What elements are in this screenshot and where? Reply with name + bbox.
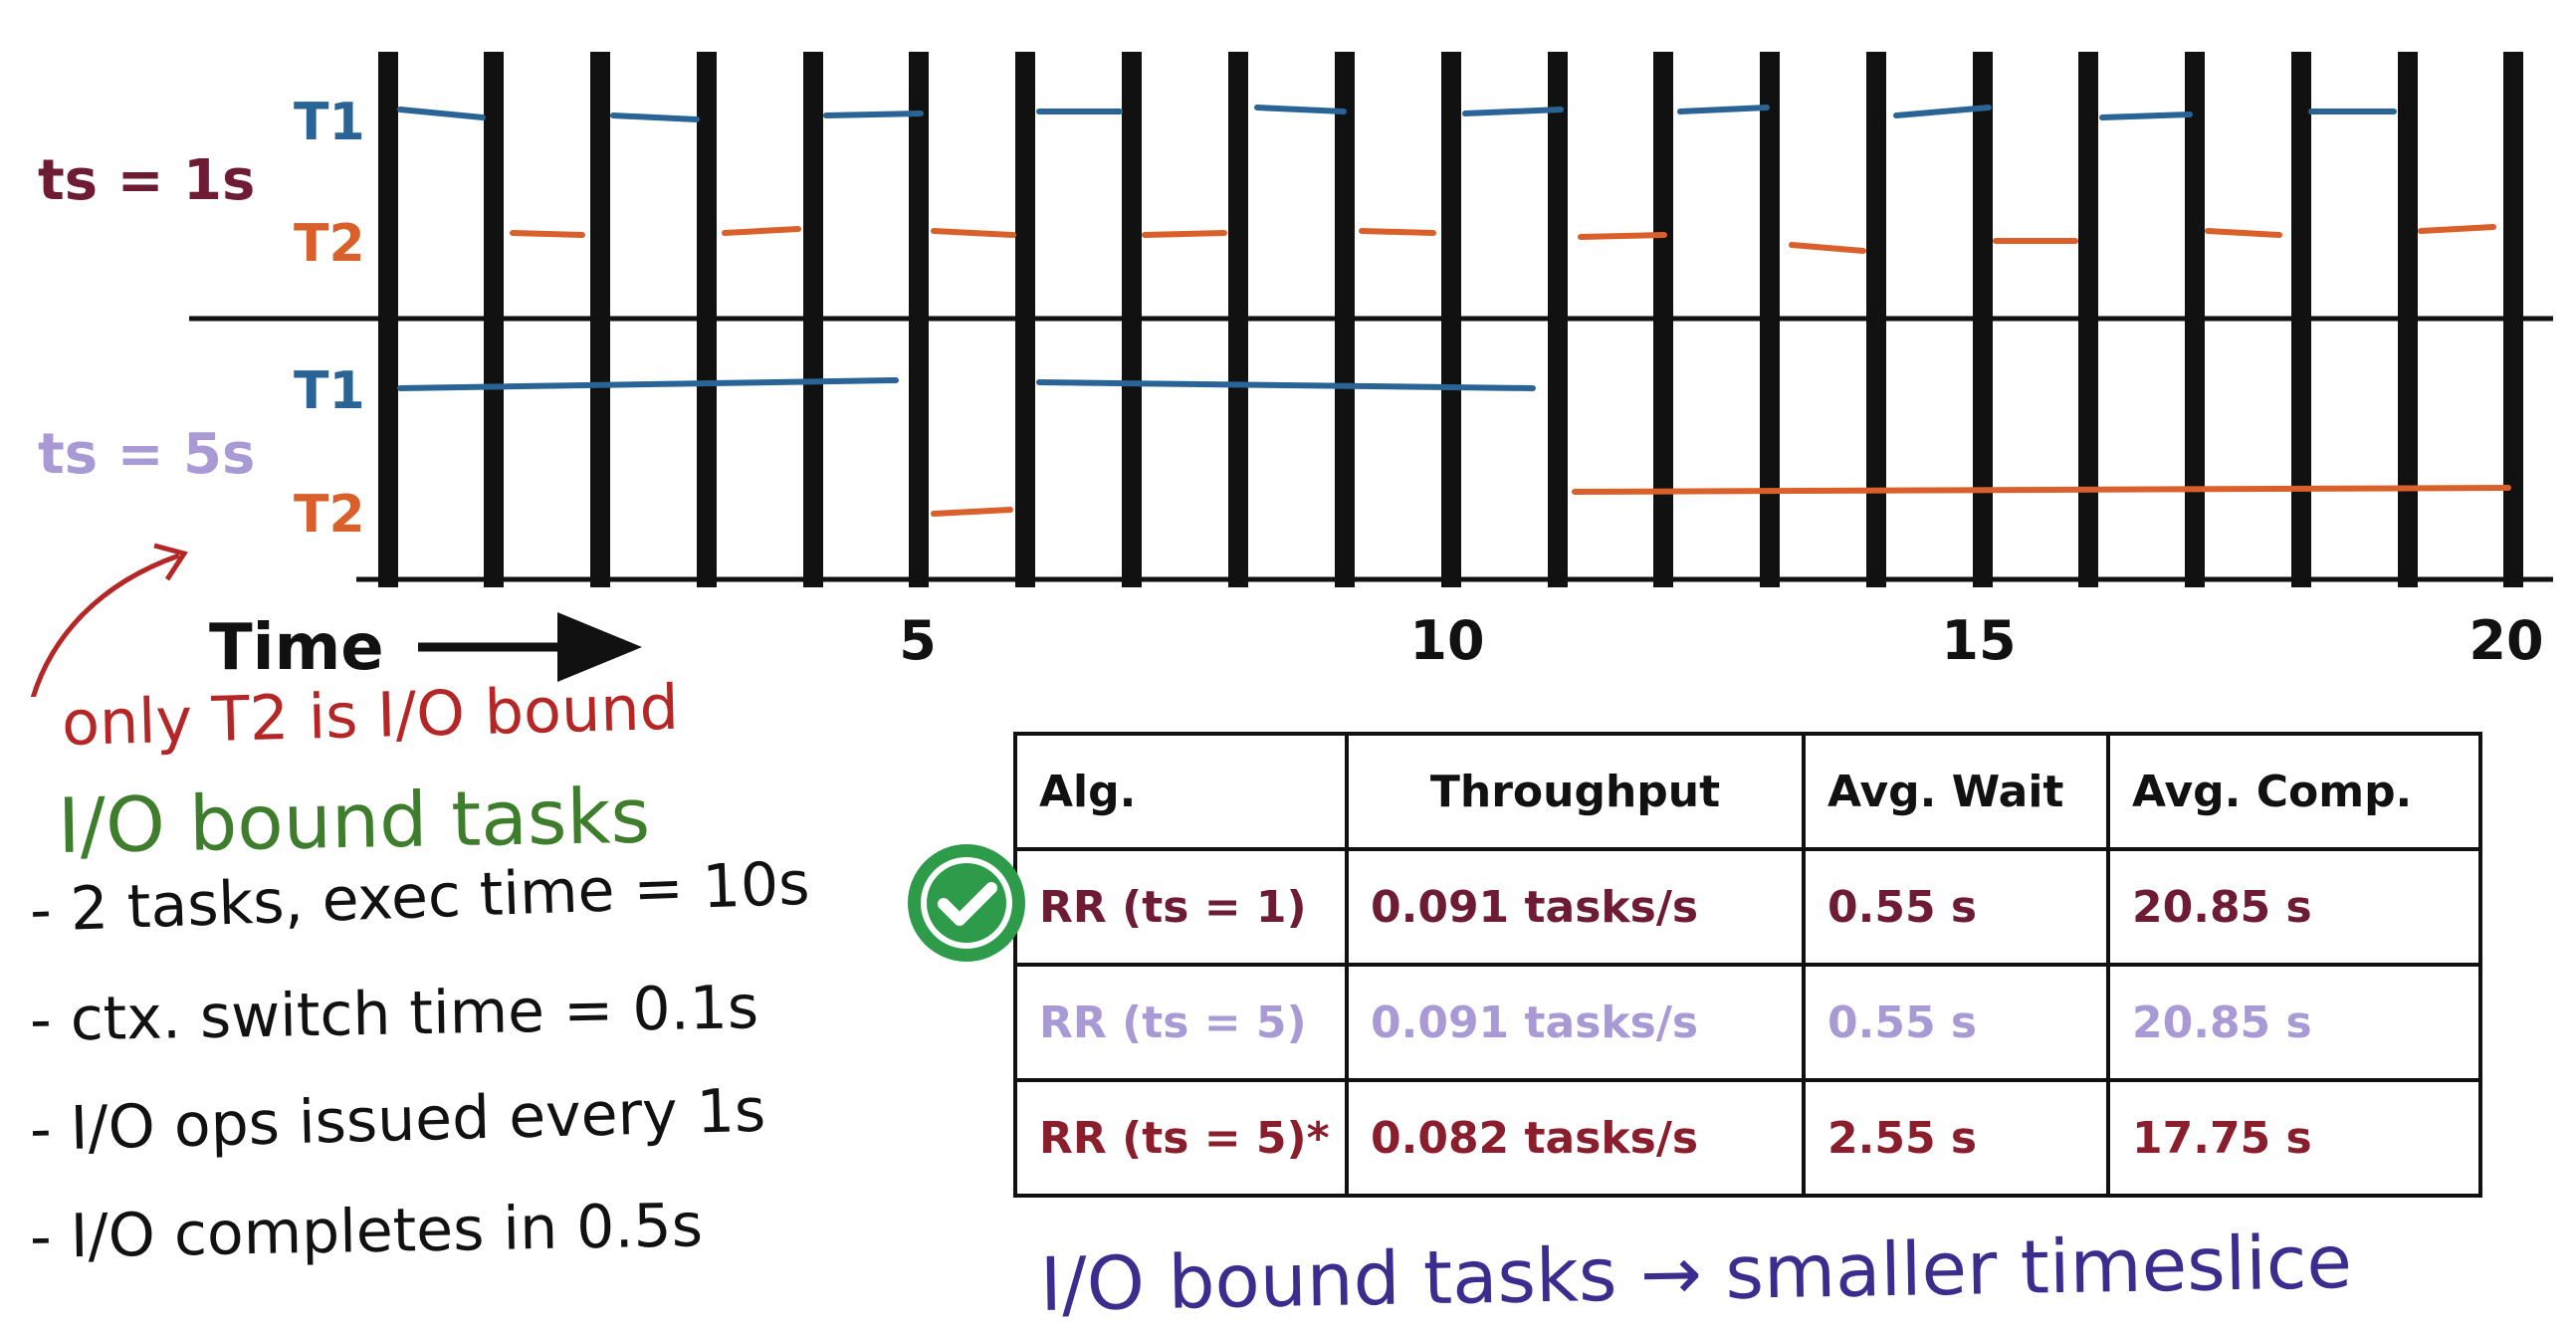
header-avg-comp: Avg. Comp. xyxy=(2106,732,2482,851)
t1-top-label: T1 xyxy=(294,93,365,152)
t2-segment xyxy=(1789,242,1866,254)
cell-alg: RR (ts = 5)* xyxy=(1013,1078,1349,1198)
t2-segment xyxy=(1359,228,1436,236)
cell-alg: RR (ts = 5) xyxy=(1013,963,1349,1082)
cell-throughput: 0.091 tasks/s xyxy=(1345,963,1806,1082)
timeline-diagram: ts = 1s ts = 5s T1 T2 T1 T2 Time 5 10 15… xyxy=(30,52,2553,697)
tick-label-20: 20 xyxy=(2469,609,2543,672)
t2-top-label: T2 xyxy=(294,214,365,274)
conclusion-note: I/O bound tasks → smaller timeslice xyxy=(1039,1219,2353,1328)
tick-label-15: 15 xyxy=(1941,609,2016,672)
t2-segment xyxy=(722,226,801,236)
ts5-label: ts = 5s xyxy=(38,422,255,487)
table-row: RR (ts = 5) 0.091 tasks/s 0.55 s 20.85 s xyxy=(1013,963,2482,1082)
cell-avg-comp: 20.85 s xyxy=(2106,847,2482,967)
t1-segment xyxy=(397,377,899,391)
t1-segment xyxy=(1893,105,1992,118)
cell-throughput: 0.091 tasks/s xyxy=(1345,847,1806,967)
t2-segment xyxy=(1578,232,1667,240)
checkmark-icon xyxy=(908,844,1025,962)
io-bound-heading: I/O bound tasks xyxy=(57,771,651,870)
t2-segment xyxy=(931,507,1013,517)
t2-segment xyxy=(931,228,1016,238)
t1-segment xyxy=(1462,107,1564,116)
t1-segment xyxy=(2099,111,2193,120)
t1-bottom-label: T1 xyxy=(294,361,365,421)
tick-label-5: 5 xyxy=(899,609,937,672)
t1-segment xyxy=(1677,105,1770,114)
t2-segment xyxy=(510,230,585,238)
results-table: Alg. Throughput Avg. Wait Avg. Comp. RR … xyxy=(1013,732,2482,1198)
header-throughput: Throughput xyxy=(1345,732,1806,851)
ts1-label: ts = 1s xyxy=(38,148,255,213)
only-t2-note: only T2 is I/O bound xyxy=(61,670,680,760)
t1-segment xyxy=(1254,105,1347,114)
table-row: RR (ts = 1) 0.091 tasks/s 0.55 s 20.85 s xyxy=(1013,847,2482,967)
t2-segment xyxy=(1572,485,2511,495)
cell-throughput: 0.082 tasks/s xyxy=(1345,1078,1806,1198)
t2-segment xyxy=(2205,228,2282,238)
bullet-io-issued: - I/O ops issued every 1s xyxy=(29,1075,767,1165)
tick-label-10: 10 xyxy=(1409,609,1484,672)
cell-avg-comp: 17.75 s xyxy=(2106,1078,2482,1198)
t1-segment xyxy=(1036,379,1536,391)
t2-segment xyxy=(2418,224,2496,234)
t1-segment xyxy=(397,107,486,120)
right-arrow-icon xyxy=(418,612,642,682)
t1-segment xyxy=(823,111,924,118)
cell-avg-wait: 2.55 s xyxy=(1802,1078,2110,1198)
cell-avg-wait: 0.55 s xyxy=(1802,847,2110,967)
time-axis-label: Time xyxy=(209,611,384,685)
t2-bottom-label: T2 xyxy=(294,485,365,545)
curved-arrow-icon xyxy=(30,543,188,697)
cell-avg-wait: 0.55 s xyxy=(1802,963,2110,1082)
cell-avg-comp: 20.85 s xyxy=(2106,963,2482,1082)
header-alg: Alg. xyxy=(1013,732,1349,851)
table-row: RR (ts = 5)* 0.082 tasks/s 2.55 s 17.75 … xyxy=(1013,1078,2482,1198)
t1-segment xyxy=(610,112,700,122)
bullet-io-completes: - I/O completes in 0.5s xyxy=(29,1191,704,1272)
t2-segment xyxy=(1142,230,1227,238)
bullet-ctx-switch: - ctx. switch time = 0.1s xyxy=(29,973,759,1055)
task-segments xyxy=(397,105,2511,517)
header-avg-wait: Avg. Wait xyxy=(1802,732,2110,851)
cell-alg: RR (ts = 1) xyxy=(1013,847,1349,967)
table-header-row: Alg. Throughput Avg. Wait Avg. Comp. xyxy=(1013,732,2482,851)
